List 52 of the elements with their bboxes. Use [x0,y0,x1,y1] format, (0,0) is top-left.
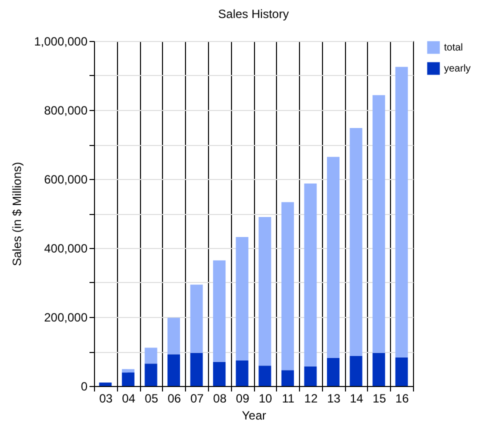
bar [190,284,203,353]
y-tick-label: 600,000 [44,172,88,186]
y-tick-label: 1,000,000 [34,34,88,48]
y-tick-label: 400,000 [44,242,88,256]
bar [236,360,248,386]
bar [190,352,203,386]
bar [304,183,317,366]
x-tick-label: 05 [144,392,158,406]
x-tick-label: 07 [190,392,204,406]
bar [281,202,294,370]
bar [122,372,134,386]
y-axis-title: Sales (in $ Millions) [10,162,24,266]
bar [236,236,248,360]
bar [144,348,158,364]
bar [326,156,340,358]
y-tick-label: 200,000 [44,310,88,324]
y-tick-label: 800,000 [44,104,88,118]
x-tick-label: 04 [122,392,136,406]
x-axis-title: Year [242,408,266,422]
x-tick-label: 03 [99,392,113,406]
bar [144,364,158,386]
bar [350,128,362,356]
x-tick-label: 15 [372,392,386,406]
bar [372,352,386,386]
bar [395,66,408,358]
bar [304,366,317,386]
bar [258,216,272,366]
bar [213,362,226,386]
x-tick-label: 11 [282,392,295,406]
bar [281,370,294,386]
x-tick-label: 16 [395,392,410,406]
legend-label: yearly [444,64,471,74]
y-tick-label: 0 [80,380,88,394]
bar [122,369,134,373]
bar [167,354,180,386]
legend-label: total [444,42,463,54]
bar [99,382,112,386]
bar [350,356,362,386]
x-tick-label: 13 [327,392,341,406]
x-tick-label: 08 [213,392,227,406]
bar [372,95,386,353]
x-tick-label: 12 [304,392,318,406]
x-tick-label: 10 [258,392,272,406]
chart-title: Sales History [218,7,289,21]
bar [213,260,226,362]
bar [167,318,180,354]
bar [395,357,408,386]
x-tick-label: 06 [168,392,182,406]
x-tick-label: 09 [236,392,250,406]
bar [258,366,272,386]
bar [326,358,340,386]
x-tick-label: 14 [350,392,364,406]
